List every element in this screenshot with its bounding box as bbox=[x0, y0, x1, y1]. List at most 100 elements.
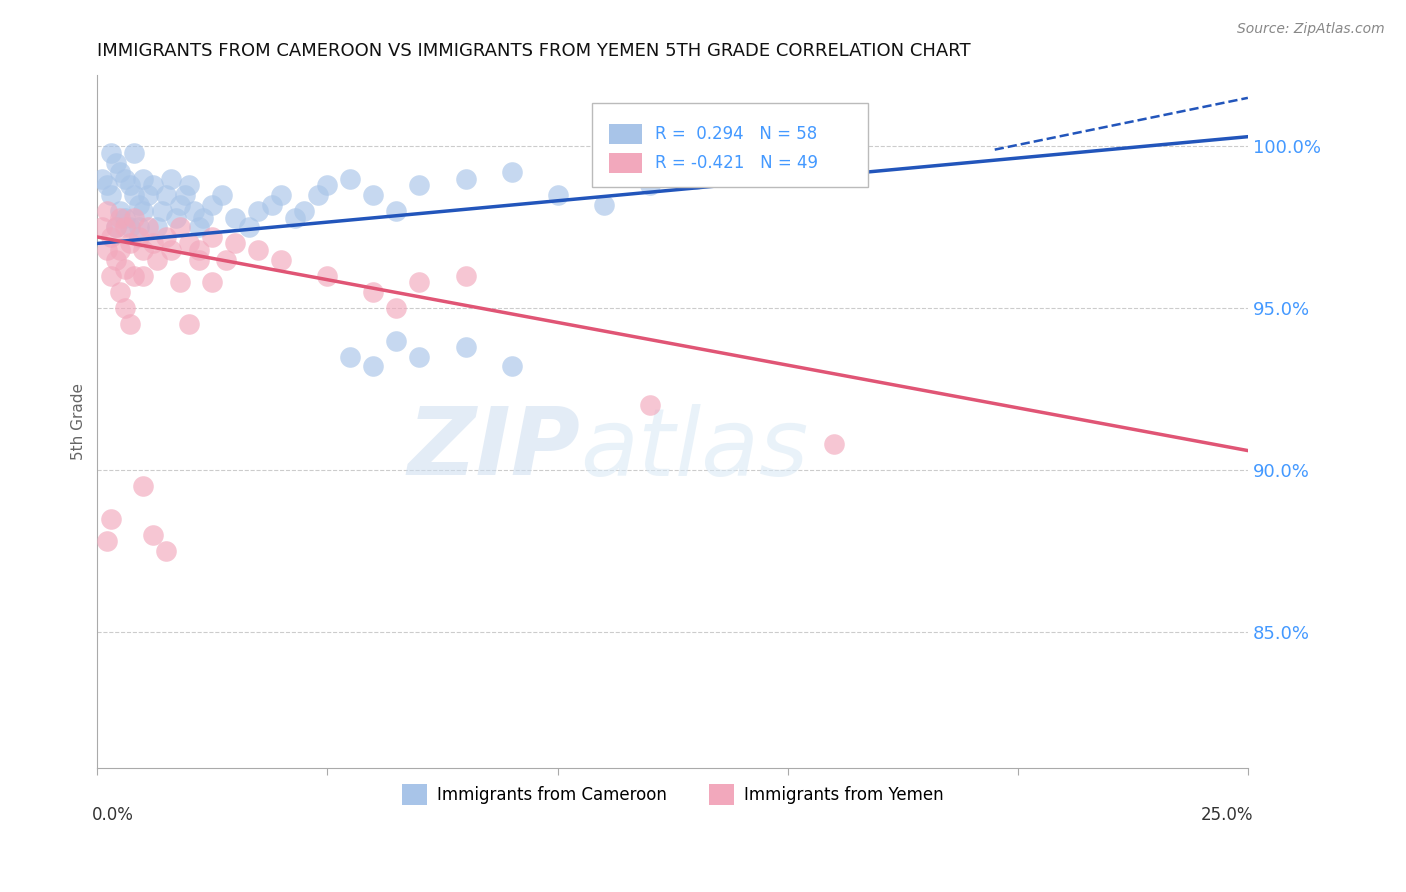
Point bbox=[363, 188, 385, 202]
Point bbox=[160, 243, 183, 257]
Point bbox=[142, 236, 165, 251]
Point bbox=[454, 171, 477, 186]
Point bbox=[114, 262, 136, 277]
Point bbox=[179, 178, 201, 193]
Point bbox=[169, 275, 191, 289]
Point bbox=[142, 178, 165, 193]
Point bbox=[165, 211, 187, 225]
Point bbox=[132, 171, 155, 186]
Point bbox=[173, 188, 195, 202]
Legend: Immigrants from Cameroon, Immigrants from Yemen: Immigrants from Cameroon, Immigrants fro… bbox=[395, 778, 950, 812]
Point bbox=[142, 527, 165, 541]
Point bbox=[100, 268, 122, 283]
Point bbox=[122, 211, 145, 225]
Point bbox=[224, 211, 246, 225]
Text: 25.0%: 25.0% bbox=[1201, 805, 1254, 824]
Text: Source: ZipAtlas.com: Source: ZipAtlas.com bbox=[1237, 22, 1385, 37]
Point bbox=[201, 197, 224, 211]
Point bbox=[201, 230, 224, 244]
Point bbox=[132, 204, 155, 219]
Point bbox=[128, 197, 150, 211]
Point bbox=[150, 204, 173, 219]
Point bbox=[118, 318, 141, 332]
Point bbox=[136, 220, 159, 235]
Point bbox=[187, 243, 209, 257]
Point bbox=[132, 243, 155, 257]
Text: 0.0%: 0.0% bbox=[91, 805, 134, 824]
Point bbox=[685, 171, 707, 186]
Point bbox=[122, 188, 145, 202]
Point bbox=[454, 268, 477, 283]
Point bbox=[294, 204, 316, 219]
Point bbox=[155, 544, 177, 558]
Point bbox=[155, 230, 177, 244]
Point bbox=[114, 171, 136, 186]
Point bbox=[110, 165, 132, 179]
Point bbox=[110, 243, 132, 257]
Point bbox=[104, 252, 127, 267]
Point bbox=[96, 204, 118, 219]
Point bbox=[118, 178, 141, 193]
Text: R = -0.421   N = 49: R = -0.421 N = 49 bbox=[655, 154, 818, 172]
Point bbox=[146, 252, 169, 267]
Point bbox=[211, 188, 233, 202]
Point bbox=[155, 188, 177, 202]
Point bbox=[501, 165, 523, 179]
Point bbox=[385, 301, 408, 316]
Point bbox=[96, 243, 118, 257]
Point bbox=[128, 220, 150, 235]
Point bbox=[179, 236, 201, 251]
Point bbox=[160, 171, 183, 186]
Point bbox=[169, 197, 191, 211]
Point bbox=[638, 178, 661, 193]
Point bbox=[132, 268, 155, 283]
Point bbox=[316, 178, 339, 193]
Point bbox=[100, 230, 122, 244]
Point bbox=[408, 275, 430, 289]
Y-axis label: 5th Grade: 5th Grade bbox=[72, 383, 86, 460]
Point bbox=[385, 204, 408, 219]
Text: IMMIGRANTS FROM CAMEROON VS IMMIGRANTS FROM YEMEN 5TH GRADE CORRELATION CHART: IMMIGRANTS FROM CAMEROON VS IMMIGRANTS F… bbox=[97, 42, 972, 60]
Point bbox=[110, 285, 132, 299]
Point bbox=[110, 211, 132, 225]
Point bbox=[183, 204, 205, 219]
Point bbox=[501, 359, 523, 374]
Point bbox=[104, 220, 127, 235]
Point bbox=[122, 268, 145, 283]
Point bbox=[96, 178, 118, 193]
Bar bbox=[609, 124, 641, 144]
Point bbox=[146, 220, 169, 235]
Point bbox=[224, 236, 246, 251]
Point bbox=[169, 220, 191, 235]
Point bbox=[284, 211, 307, 225]
Point bbox=[104, 155, 127, 169]
Point bbox=[179, 318, 201, 332]
Point bbox=[408, 178, 430, 193]
Text: R =  0.294   N = 58: R = 0.294 N = 58 bbox=[655, 125, 817, 143]
Point bbox=[307, 188, 329, 202]
Point bbox=[408, 350, 430, 364]
Point bbox=[193, 211, 215, 225]
Text: atlas: atlas bbox=[581, 404, 808, 495]
Point bbox=[91, 220, 114, 235]
Point bbox=[110, 204, 132, 219]
Point bbox=[547, 188, 569, 202]
Point bbox=[100, 145, 122, 160]
Point bbox=[100, 188, 122, 202]
Point bbox=[339, 350, 361, 364]
Point bbox=[339, 171, 361, 186]
Point bbox=[187, 252, 209, 267]
Point bbox=[132, 479, 155, 493]
Point bbox=[104, 220, 127, 235]
Point bbox=[363, 285, 385, 299]
Point bbox=[114, 301, 136, 316]
Point bbox=[128, 230, 150, 244]
Point bbox=[114, 220, 136, 235]
Point bbox=[238, 220, 260, 235]
FancyBboxPatch shape bbox=[592, 103, 868, 187]
Point bbox=[454, 340, 477, 354]
Point bbox=[122, 145, 145, 160]
Point bbox=[100, 511, 122, 525]
Point bbox=[316, 268, 339, 283]
Point bbox=[201, 275, 224, 289]
